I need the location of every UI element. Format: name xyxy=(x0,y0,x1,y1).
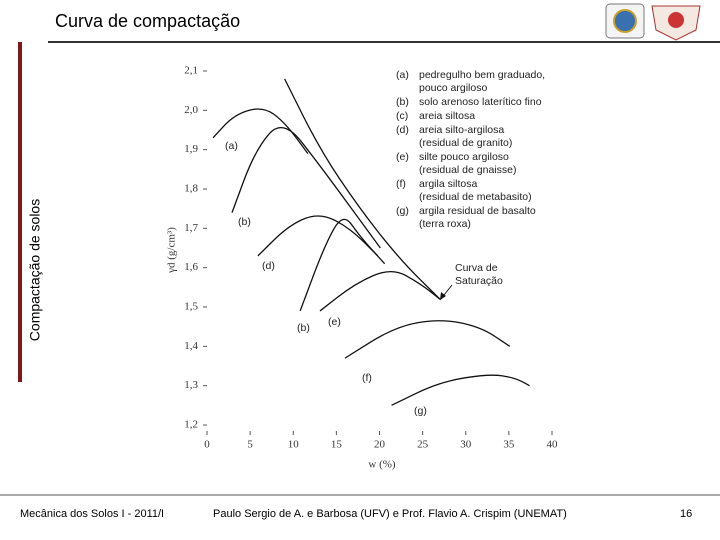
curve xyxy=(284,78,441,300)
y-tick-label: 1,8 xyxy=(184,183,198,195)
logos xyxy=(605,3,701,41)
curve xyxy=(319,270,441,312)
note-key: (g) xyxy=(396,205,409,217)
curve-label: (g) xyxy=(414,405,427,417)
note-text: silte pouco argiloso xyxy=(419,151,509,163)
curve-label: (b) xyxy=(238,216,251,228)
x-axis-label: w (%) xyxy=(368,459,396,471)
annotation: Saturação xyxy=(455,275,503,287)
arrow-head xyxy=(440,292,446,300)
note-text: (terra roxa) xyxy=(419,218,471,230)
y-tick-label: 1,5 xyxy=(184,301,198,313)
x-tick-label: 15 xyxy=(331,439,343,451)
note-text: areia silto-argilosa xyxy=(419,124,504,136)
curve xyxy=(344,320,511,359)
annotation: Curva de xyxy=(455,262,498,274)
curve-label: (e) xyxy=(328,316,341,328)
curve xyxy=(299,218,386,312)
note-key: (e) xyxy=(396,151,409,163)
y-tick-label: 1,7 xyxy=(184,222,198,234)
curve xyxy=(257,215,379,257)
x-tick-label: 40 xyxy=(547,439,559,451)
y-tick-label: 1,3 xyxy=(184,379,198,391)
note-key: (f) xyxy=(396,178,406,190)
note-text: pedregulho bem graduado, xyxy=(419,69,545,81)
x-tick-label: 30 xyxy=(460,439,472,451)
footer-authors: Paulo Sergio de A. e Barbosa (UFV) e Pro… xyxy=(213,508,567,520)
x-tick-label: 10 xyxy=(288,439,300,451)
y-tick-label: 1,6 xyxy=(184,261,198,273)
slide-title: Curva de compactação xyxy=(55,11,240,31)
y-tick-label: 1,9 xyxy=(184,143,198,155)
curve-label: (d) xyxy=(262,260,275,272)
note-text: (residual de metabasito) xyxy=(419,191,532,203)
note-text: solo arenoso laterítico fino xyxy=(419,96,542,108)
note-key: (a) xyxy=(396,69,409,81)
note-key: (b) xyxy=(396,96,409,108)
note-text: (residual de granito) xyxy=(419,137,512,149)
curve xyxy=(212,108,309,154)
x-tick-label: 35 xyxy=(503,439,515,451)
note-text: argila residual de basalto xyxy=(419,205,536,217)
note-key: (c) xyxy=(396,110,408,122)
note-text: (residual de gnaisse) xyxy=(419,164,516,176)
side-bar xyxy=(18,42,22,382)
page-number: 16 xyxy=(680,508,692,520)
x-tick-label: 25 xyxy=(417,439,429,451)
footer-course: Mecânica dos Solos I - 2011/I xyxy=(20,508,164,520)
note-text: argila siltosa xyxy=(419,178,478,190)
y-axis-label: γd (g/cm³) xyxy=(166,227,178,274)
curve-label: (f) xyxy=(362,372,372,384)
x-tick-label: 0 xyxy=(204,439,210,451)
note-text: pouco argiloso xyxy=(419,82,487,94)
y-tick-label: 2,1 xyxy=(184,65,198,77)
note-key: (d) xyxy=(396,124,409,136)
note-text: areia siltosa xyxy=(419,110,475,122)
y-tick-label: 2,0 xyxy=(184,104,198,116)
x-tick-label: 5 xyxy=(247,439,253,451)
curve-label: (b) xyxy=(297,322,310,334)
curve-label: (a) xyxy=(225,140,238,152)
curve xyxy=(391,374,530,406)
x-tick-label: 20 xyxy=(374,439,386,451)
y-tick-label: 1,4 xyxy=(184,340,198,352)
curve xyxy=(231,127,381,249)
side-label: Compactação de solos xyxy=(27,199,43,341)
y-tick-label: 1,2 xyxy=(184,419,198,431)
